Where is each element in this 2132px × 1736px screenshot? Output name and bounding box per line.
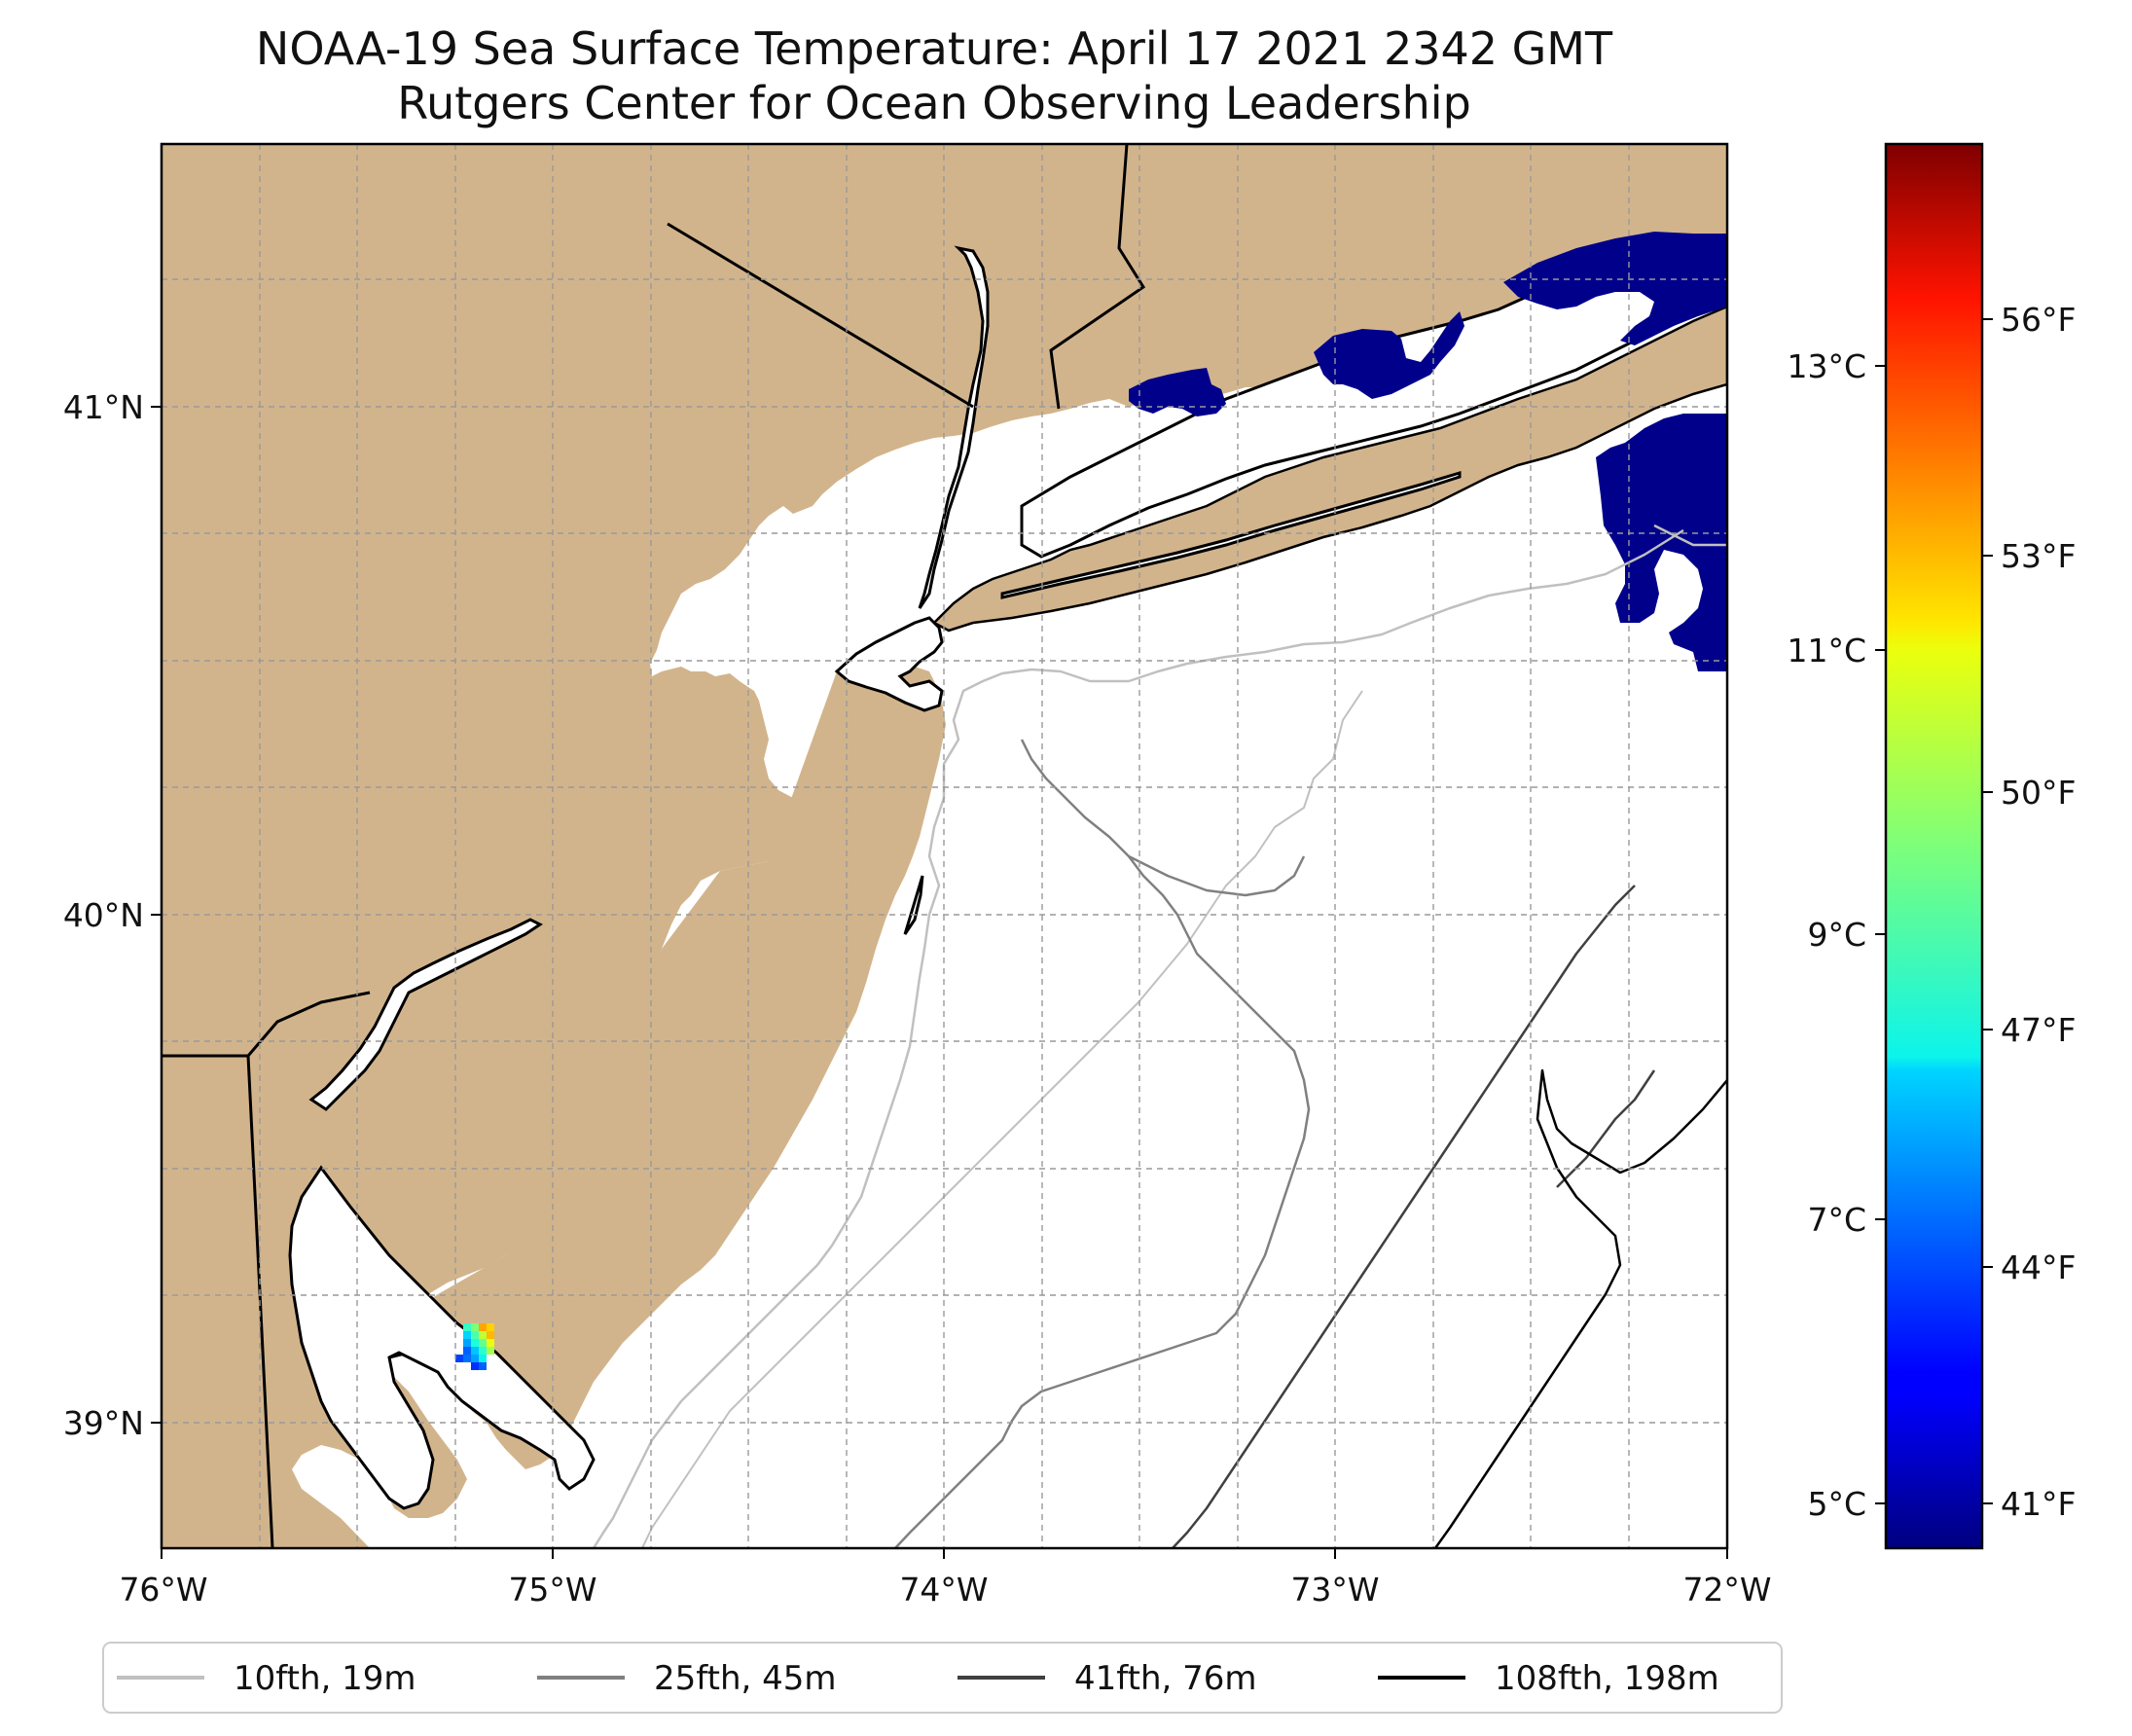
- lat-tick-labels: 41°N 40°N 39°N: [63, 388, 144, 1442]
- sst-data-patch: [455, 1323, 494, 1370]
- cold-patch-sound-mid: [1314, 311, 1464, 399]
- contour-25fth: [894, 739, 1311, 1548]
- ny-ct-border: [1049, 144, 1146, 410]
- colorbar-celsius-labels: 5°C 7°C 9°C 11°C 13°C: [1787, 347, 1866, 1523]
- cbar-label-9c: 9°C: [1807, 916, 1866, 954]
- map-subtitle: Rutgers Center for Ocean Observing Leade…: [397, 77, 1471, 129]
- contour-legend: 10fth, 19m 25fth, 45m 41fth, 76m 108fth,…: [102, 1642, 1783, 1714]
- contour-10fth: [592, 524, 1727, 1548]
- great-south-bay: [1000, 470, 1462, 599]
- lon-label-74w: 74°W: [899, 1571, 988, 1609]
- lon-tick-labels: 76°W 75°W 74°W 73°W 72°W: [119, 1571, 1771, 1609]
- legend-label-41fth: 41fth, 76m: [1074, 1659, 1257, 1698]
- hudson-river: [918, 245, 990, 609]
- cold-patch-sound-east: [1503, 232, 1727, 345]
- legend-box: [102, 1642, 1783, 1714]
- land-nj-shore: [379, 662, 946, 1469]
- state-borders: [162, 144, 1146, 1548]
- lat-label-40n: 40°N: [63, 896, 144, 934]
- cbar-label-7c: 7°C: [1807, 1201, 1866, 1239]
- colorbar-ticks: [1875, 318, 1993, 1504]
- legend-item: 25fth, 45m: [537, 1659, 837, 1698]
- contour-108fth: [1433, 1068, 1727, 1548]
- legend-item: 10fth, 19m: [117, 1659, 416, 1698]
- delaware-river: [308, 918, 543, 1111]
- lon-label-73w: 73°W: [1290, 1571, 1379, 1609]
- lon-label-72w: 72°W: [1682, 1571, 1771, 1609]
- map-panel: 76°W 75°W 74°W 73°W 72°W 41°N 40°N 39°N: [63, 142, 1772, 1609]
- map-title: NOAA-19 Sea Surface Temperature: April 1…: [256, 22, 1613, 75]
- bathymetry-contours: [592, 524, 1727, 1548]
- cbar-label-41f: 41°F: [2001, 1485, 2076, 1523]
- cbar-label-47f: 47°F: [2001, 1011, 2076, 1049]
- legend-label-10fth: 10fth, 19m: [234, 1659, 416, 1698]
- cbar-label-11c: 11°C: [1787, 632, 1866, 669]
- land-long-island: [931, 305, 1727, 633]
- cbar-label-56f: 56°F: [2001, 301, 2076, 339]
- axis-ticks: [151, 406, 1728, 1559]
- cbar-label-53f: 53°F: [2001, 537, 2076, 575]
- lon-label-76w: 76°W: [119, 1571, 207, 1609]
- raritan-bay: [834, 616, 944, 712]
- colorbar-gradient: [1884, 142, 1984, 1550]
- contour-10fth-b: [641, 690, 1363, 1548]
- legend-item: 41fth, 76m: [958, 1659, 1257, 1698]
- colorbar-fahrenheit-labels: 41°F 44°F 47°F 50°F 53°F 56°F: [2001, 301, 2076, 1523]
- cold-patch-sound-west: [1129, 368, 1226, 416]
- contour-41fth: [1172, 885, 1656, 1548]
- cbar-label-5c: 5°C: [1807, 1485, 1866, 1523]
- gridlines: [162, 144, 1727, 1549]
- legend-label-108fth: 108fth, 198m: [1495, 1659, 1719, 1698]
- lon-label-75w: 75°W: [508, 1571, 596, 1609]
- ny-nj-border: [667, 222, 974, 409]
- legend-label-25fth: 25fth, 45m: [654, 1659, 837, 1698]
- cbar-label-44f: 44°F: [2001, 1248, 2076, 1286]
- legend-item: 108fth, 198m: [1378, 1659, 1719, 1698]
- lat-label-39n: 39°N: [63, 1404, 144, 1442]
- colorbar: 5°C 7°C 9°C 11°C 13°C 41°F 44°F 47°F 50°…: [1787, 142, 2076, 1550]
- de-md-arc: [246, 991, 371, 1057]
- cbar-label-50f: 50°F: [2001, 774, 2076, 812]
- cbar-label-13c: 13°C: [1787, 347, 1866, 385]
- lat-label-41n: 41°N: [63, 388, 144, 426]
